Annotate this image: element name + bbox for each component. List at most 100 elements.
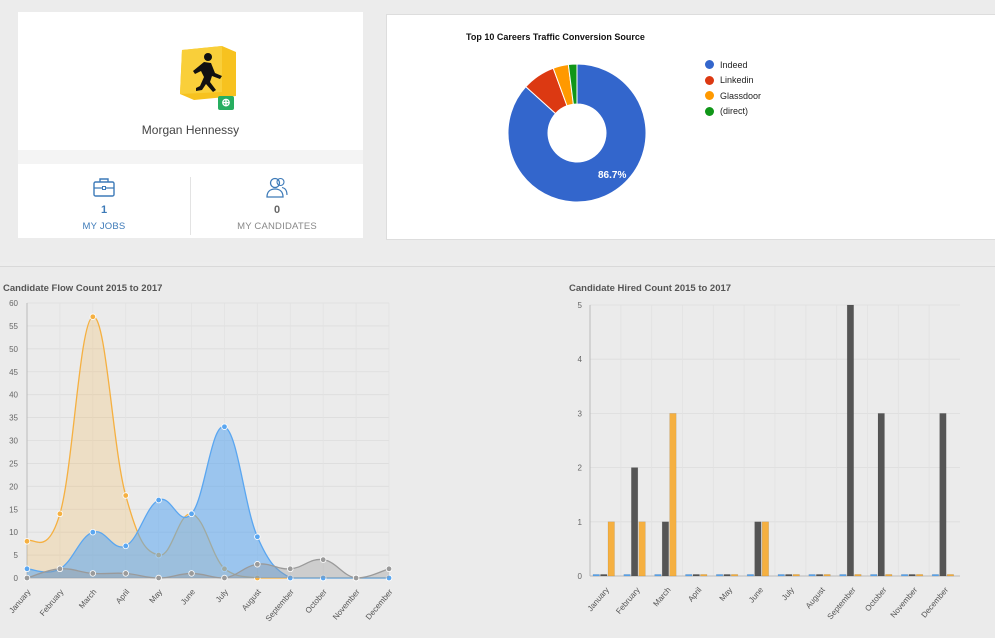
x-tick-label: May bbox=[148, 588, 165, 605]
x-tick-label: March bbox=[77, 588, 98, 611]
x-tick-label: October bbox=[863, 585, 888, 613]
bar bbox=[877, 413, 885, 577]
legend-dot bbox=[705, 60, 714, 70]
bar bbox=[777, 574, 785, 577]
y-tick-label: 35 bbox=[9, 414, 18, 423]
y-tick-label: 2 bbox=[578, 464, 583, 473]
data-point bbox=[89, 570, 97, 577]
profile-card: ⊕ Morgan Hennessy 1 MY JOBS 0 MY CANDIDA… bbox=[18, 12, 363, 238]
divider bbox=[18, 150, 363, 164]
legend-label: Linkedin bbox=[720, 75, 754, 86]
my-jobs-label: MY JOBS bbox=[82, 221, 126, 232]
bar bbox=[792, 574, 800, 577]
runner-avatar-icon bbox=[180, 46, 236, 100]
bar bbox=[623, 574, 631, 577]
bar bbox=[916, 574, 924, 577]
bar bbox=[939, 413, 947, 577]
my-candidates-count: 0 bbox=[273, 204, 281, 216]
x-tick-label: June bbox=[179, 587, 197, 606]
x-tick-label: October bbox=[304, 587, 329, 615]
x-tick-label: May bbox=[718, 586, 735, 603]
y-tick-label: 25 bbox=[9, 459, 18, 468]
my-candidates-stat[interactable]: 0 MY CANDIDATES bbox=[190, 177, 363, 235]
legend-item-glassdoor[interactable]: Glassdoor bbox=[705, 88, 761, 104]
data-point bbox=[385, 565, 393, 573]
x-tick-label: September bbox=[826, 585, 858, 621]
bar bbox=[870, 574, 878, 577]
series-area-0 bbox=[27, 316, 389, 578]
donut-slice-direct bbox=[567, 63, 578, 105]
x-tick-label: January bbox=[7, 588, 32, 616]
bar bbox=[600, 574, 608, 577]
y-tick-label: 45 bbox=[9, 368, 18, 377]
my-jobs-stat[interactable]: 1 MY JOBS bbox=[18, 176, 190, 232]
data-point bbox=[122, 570, 129, 577]
my-jobs-count: 1 bbox=[100, 204, 108, 216]
data-point bbox=[23, 565, 31, 573]
users-icon bbox=[191, 176, 363, 198]
legend-item-indeed[interactable]: Indeed bbox=[705, 57, 761, 73]
data-point bbox=[352, 574, 360, 582]
bar bbox=[661, 521, 669, 577]
bar bbox=[946, 574, 954, 577]
data-point bbox=[56, 510, 64, 518]
x-tick-label: July bbox=[780, 586, 796, 603]
x-tick-label: December bbox=[919, 585, 950, 619]
candidate-hired-chart: 0 1 2 3 4 5 January February March April May June Ju… bbox=[578, 301, 960, 621]
data-point bbox=[221, 423, 228, 430]
y-tick-label: 4 bbox=[578, 355, 583, 364]
my-candidates-label: MY CANDIDATES bbox=[237, 221, 317, 232]
y-tick-label: 0 bbox=[14, 574, 19, 583]
donut-percent-label: 86.7% bbox=[598, 170, 626, 181]
legend-item-direct[interactable]: (direct) bbox=[705, 104, 761, 120]
y-tick-label: 60 bbox=[9, 299, 18, 308]
data-point bbox=[23, 574, 31, 582]
bar bbox=[823, 574, 831, 577]
data-point bbox=[254, 561, 261, 568]
data-point bbox=[122, 492, 129, 499]
x-tick-label: February bbox=[614, 586, 641, 616]
bar bbox=[723, 574, 731, 577]
x-tick-label: August bbox=[240, 587, 263, 612]
x-tick-label: August bbox=[804, 585, 827, 610]
legend-item-linkedin[interactable]: Linkedin bbox=[705, 73, 761, 89]
data-point bbox=[155, 574, 162, 582]
legend-dot bbox=[705, 91, 714, 101]
bar bbox=[839, 574, 847, 577]
data-point bbox=[188, 510, 195, 518]
profile-name: Morgan Hennessy bbox=[141, 123, 240, 137]
legend-label: Indeed bbox=[720, 59, 748, 70]
x-tick-label: January bbox=[586, 586, 611, 614]
bar bbox=[700, 574, 708, 577]
y-tick-label: 50 bbox=[9, 345, 18, 354]
bar bbox=[654, 574, 662, 577]
bar bbox=[638, 521, 646, 577]
y-tick-label: 20 bbox=[9, 482, 18, 491]
bar bbox=[631, 467, 639, 577]
legend-dot bbox=[705, 106, 714, 116]
y-tick-label: 1 bbox=[578, 518, 583, 527]
y-tick-label: 40 bbox=[9, 391, 18, 400]
x-tick-label: December bbox=[364, 587, 395, 621]
donut-slice-indeed bbox=[507, 63, 647, 202]
bar bbox=[816, 574, 824, 577]
data-point bbox=[56, 565, 64, 573]
data-point bbox=[155, 496, 162, 504]
bar bbox=[885, 574, 893, 577]
bar bbox=[669, 413, 677, 577]
legend-dot bbox=[705, 75, 714, 85]
bar bbox=[685, 574, 693, 577]
candidate-flow-chart: 0 5 10 15 20 25 30 35 40 45 50 55 60 January February M… bbox=[7, 299, 395, 623]
flow-chart-title: Candidate Flow Count 2015 to 2017 bbox=[3, 283, 163, 294]
x-tick-label: November bbox=[331, 587, 362, 621]
data-point bbox=[89, 528, 97, 536]
plus-circle-icon[interactable]: ⊕ bbox=[218, 96, 234, 110]
bar bbox=[607, 521, 615, 577]
x-tick-label: November bbox=[889, 585, 920, 619]
data-point bbox=[23, 538, 31, 545]
briefcase-icon bbox=[18, 176, 190, 198]
bar bbox=[731, 574, 739, 577]
avatar[interactable] bbox=[180, 46, 236, 100]
hired-chart-title: Candidate Hired Count 2015 to 2017 bbox=[569, 283, 732, 294]
bar bbox=[716, 574, 724, 577]
